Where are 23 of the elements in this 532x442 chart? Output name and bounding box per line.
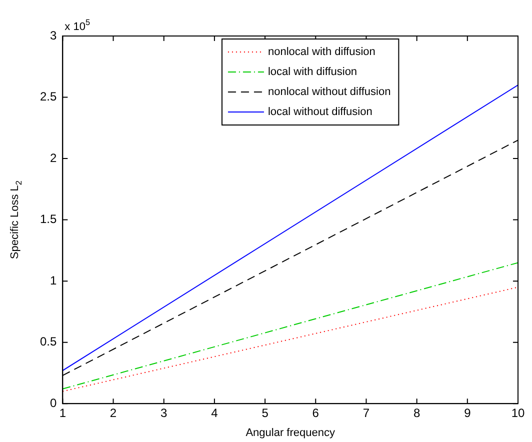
x-tick-label: 3: [160, 406, 168, 420]
y-tick-label: 1.5: [40, 212, 57, 226]
x-tick-label: 6: [312, 406, 320, 420]
legend-label: local with diffusion: [268, 66, 358, 78]
y-axis-title: Specific Loss L2: [9, 180, 24, 260]
x-axis-title: Angular frequency: [246, 427, 336, 439]
x-tick-label: 2: [110, 406, 117, 420]
x-tick-label: 1: [59, 406, 66, 420]
x-tick-label: 9: [464, 406, 472, 420]
x-tick-label: 8: [413, 406, 420, 420]
legend-label: nonlocal without diffusion: [268, 86, 391, 98]
y-tick-label: 0.5: [40, 334, 57, 349]
y-tick-label: 2: [50, 150, 57, 165]
x-tick-label: 4: [211, 406, 218, 420]
x-tick-label: 5: [262, 406, 269, 420]
y-tick-label: 1: [50, 273, 57, 288]
y-tick-label: 2.5: [40, 90, 57, 104]
x-tick-label: 10: [511, 406, 525, 420]
y-tick-label: 3: [50, 28, 57, 42]
legend-label: nonlocal with diffusion: [268, 46, 376, 58]
x-tick-label: 7: [362, 406, 370, 420]
legend-label: local without diffusion: [268, 106, 372, 118]
y-tick-label: 0: [50, 396, 57, 410]
